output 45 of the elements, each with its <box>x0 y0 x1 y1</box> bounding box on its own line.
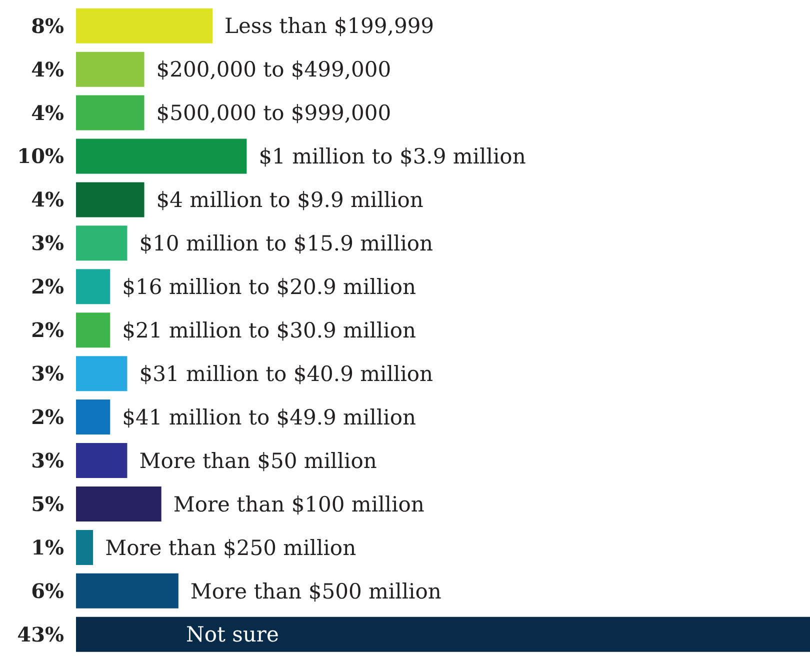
data-label: 8% <box>31 14 64 38</box>
bar <box>76 530 94 565</box>
y-tick-label: Less than $199,999 <box>224 14 434 38</box>
data-label: 4% <box>31 188 64 212</box>
bar <box>76 312 110 348</box>
bar <box>76 226 128 261</box>
data-label: 2% <box>31 405 64 430</box>
bar <box>76 8 213 44</box>
y-tick-label: $10 million to $15.9 million <box>139 232 434 256</box>
data-label: 1% <box>31 535 64 560</box>
y-tick-label: $16 million to $20.9 million <box>122 274 416 299</box>
data-label: 43% <box>17 622 64 646</box>
bar <box>76 443 128 478</box>
y-tick-label: $200,000 to $499,000 <box>156 58 392 82</box>
y-tick-label: $31 million to $40.9 million <box>139 362 434 386</box>
y-tick-label: More than $50 million <box>139 448 377 473</box>
bar <box>76 573 178 608</box>
bar <box>76 486 162 522</box>
bar <box>76 400 110 435</box>
y-tick-label: $500,000 to $999,000 <box>156 101 392 126</box>
y-tick-label: $1 million to $3.9 million <box>258 144 526 169</box>
y-tick-label: More than $250 million <box>105 536 356 560</box>
data-label: 3% <box>31 448 64 473</box>
bar <box>76 182 144 218</box>
data-label: 6% <box>31 578 64 603</box>
bar <box>76 138 247 174</box>
bar <box>76 616 810 652</box>
y-tick-label: Not sure <box>186 622 279 647</box>
data-label: 3% <box>31 362 64 386</box>
data-label: 4% <box>31 57 64 82</box>
data-label: 10% <box>17 144 64 168</box>
bar <box>76 356 128 392</box>
data-label: 3% <box>31 231 64 256</box>
data-label: 2% <box>31 274 64 299</box>
bar <box>76 269 110 304</box>
bar <box>76 95 144 130</box>
y-tick-label: $4 million to $9.9 million <box>156 188 424 212</box>
y-tick-label: More than $500 million <box>190 579 442 604</box>
bar <box>76 52 144 87</box>
y-tick-label: $41 million to $49.9 million <box>122 405 416 430</box>
data-label: 2% <box>31 318 64 342</box>
y-tick-label: $21 million to $30.9 million <box>122 318 416 342</box>
data-label: 4% <box>31 100 64 125</box>
data-label: 5% <box>31 492 64 516</box>
y-tick-label: More than $100 million <box>173 492 424 516</box>
